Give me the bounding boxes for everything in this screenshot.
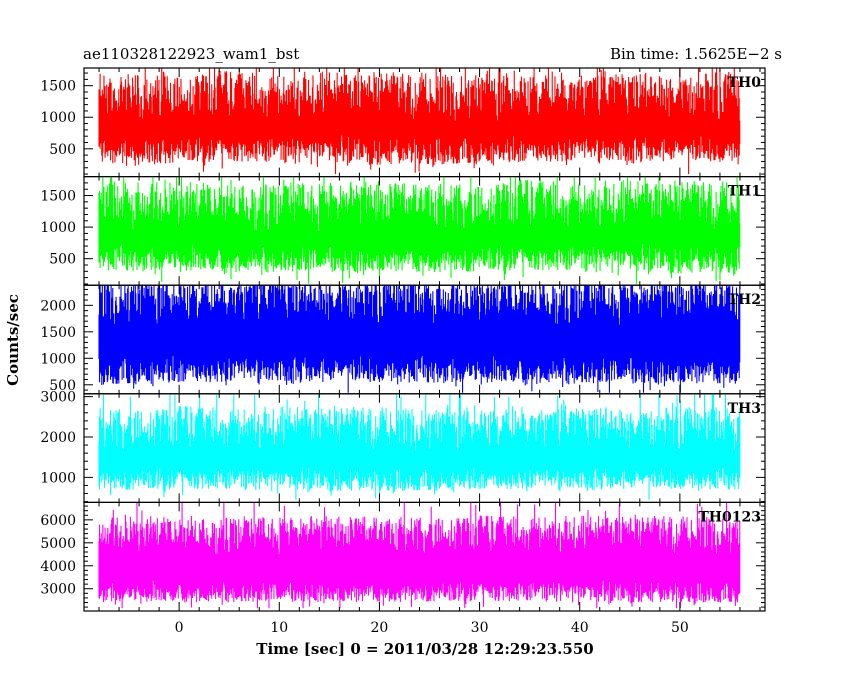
y-tick-label: 2000 bbox=[40, 298, 76, 314]
panel-label-th1: TH1 bbox=[728, 184, 761, 200]
panel-label-th0123: TH0123 bbox=[698, 509, 761, 525]
x-tick-label: 30 bbox=[471, 620, 489, 636]
y-tick-label: 5000 bbox=[40, 536, 76, 552]
x-tick-label: 10 bbox=[270, 620, 288, 636]
y-tick-label: 4000 bbox=[40, 559, 76, 575]
panel-th3: 1000 2000 3000 TH3 bbox=[40, 390, 766, 503]
y-axis-label: Counts/sec bbox=[4, 294, 22, 386]
y-tick-label: 1000 bbox=[40, 110, 76, 126]
x-axis-label: Time [sec] 0 = 2011/03/28 12:29:23.550 bbox=[256, 640, 593, 658]
panel-label-th0: TH0 bbox=[728, 75, 762, 91]
y-tick-label: 2000 bbox=[40, 430, 76, 446]
panel-label-th3: TH3 bbox=[728, 401, 761, 417]
panel-label-th2: TH2 bbox=[728, 292, 761, 308]
series-line-th3 bbox=[98, 393, 741, 500]
y-tick-label: 3000 bbox=[40, 582, 76, 598]
y-tick-label: 1500 bbox=[40, 189, 76, 205]
x-tick-label: 0 bbox=[175, 620, 184, 636]
y-tick-label: 500 bbox=[49, 378, 76, 394]
panel-th2: 500 1000 1500 2000 TH2 bbox=[40, 284, 766, 395]
panel-th0123: 3000 4000 5000 6000 TH0123 bbox=[40, 501, 766, 612]
chart-title: ae110328122923_wam1_bst bbox=[83, 45, 299, 63]
series-line-th0 bbox=[98, 68, 741, 175]
y-tick-label: 1000 bbox=[40, 470, 76, 486]
series-line-th0123 bbox=[98, 502, 741, 609]
x-axis: 0 10 20 30 40 50 bbox=[175, 620, 689, 636]
series-line-th1 bbox=[98, 176, 741, 284]
y-tick-label: 1500 bbox=[40, 79, 76, 95]
bin-time-label: Bin time: 1.5625E−2 s bbox=[610, 45, 782, 63]
x-tick-label: 50 bbox=[671, 620, 689, 636]
y-tick-label: 1000 bbox=[40, 220, 76, 236]
panel-stack: 500 1000 1500 TH0 500 1000 1500 TH1 500 1000 1500 2… bbox=[40, 67, 766, 612]
y-tick-label: 1500 bbox=[40, 325, 76, 341]
y-tick-label: 3000 bbox=[40, 390, 76, 406]
series-line-th2 bbox=[98, 285, 741, 393]
y-tick-label: 500 bbox=[49, 142, 76, 158]
x-tick-label: 20 bbox=[371, 620, 389, 636]
y-tick-label: 500 bbox=[49, 252, 76, 268]
y-tick-label: 1000 bbox=[40, 351, 76, 367]
x-tick-label: 40 bbox=[571, 620, 589, 636]
y-tick-label: 6000 bbox=[40, 513, 76, 529]
